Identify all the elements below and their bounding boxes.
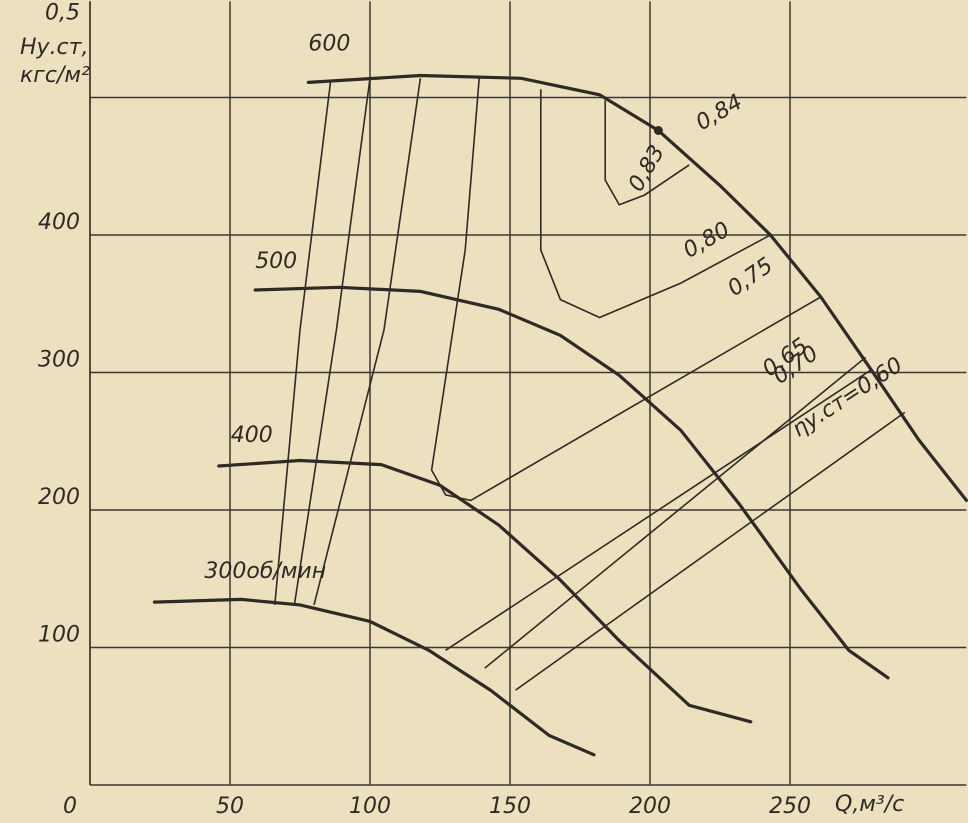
efficiency-line xyxy=(274,79,906,691)
series-label: 600 xyxy=(308,31,350,56)
speed-curve xyxy=(217,458,753,724)
y-axis-label: Hу.ст, xyxy=(20,35,88,60)
x-tick-label: 100 xyxy=(349,794,391,819)
x-tick-label: 150 xyxy=(489,794,531,819)
speed-curve xyxy=(253,285,890,680)
series-label: 0,75 xyxy=(723,253,777,302)
series-label: 300об/мин xyxy=(204,559,326,584)
series-label: 0,83 xyxy=(624,141,670,196)
series-label: 0,84 xyxy=(692,90,747,136)
x-tick-label: 250 xyxy=(769,794,811,819)
efficiency-line xyxy=(430,78,822,502)
y-tick-label: 300 xyxy=(38,348,80,373)
y-tick-label: 400 xyxy=(38,210,80,235)
y-tick-label: 100 xyxy=(38,623,80,648)
x-tick-label: 50 xyxy=(216,794,244,819)
series-label: 0,80 xyxy=(679,217,734,263)
x-tick-label: 200 xyxy=(629,794,671,819)
efficiency-line xyxy=(540,89,771,319)
efficiency-line xyxy=(313,78,872,651)
speed-curve xyxy=(152,597,596,757)
y-tick-label: 200 xyxy=(38,485,80,510)
x-tick-label: 0 xyxy=(63,794,77,819)
data-point xyxy=(653,126,663,135)
y-tick-label: 0,5 xyxy=(45,0,80,25)
efficiency-line xyxy=(604,100,690,206)
x-axis-label: Q,м³/с xyxy=(835,792,904,817)
efficiency-line xyxy=(293,78,867,669)
series-label: 400 xyxy=(231,423,273,448)
y-axis-label: кгс/м² xyxy=(20,63,90,88)
series-label: 500 xyxy=(255,249,297,274)
speed-curve xyxy=(306,73,968,502)
